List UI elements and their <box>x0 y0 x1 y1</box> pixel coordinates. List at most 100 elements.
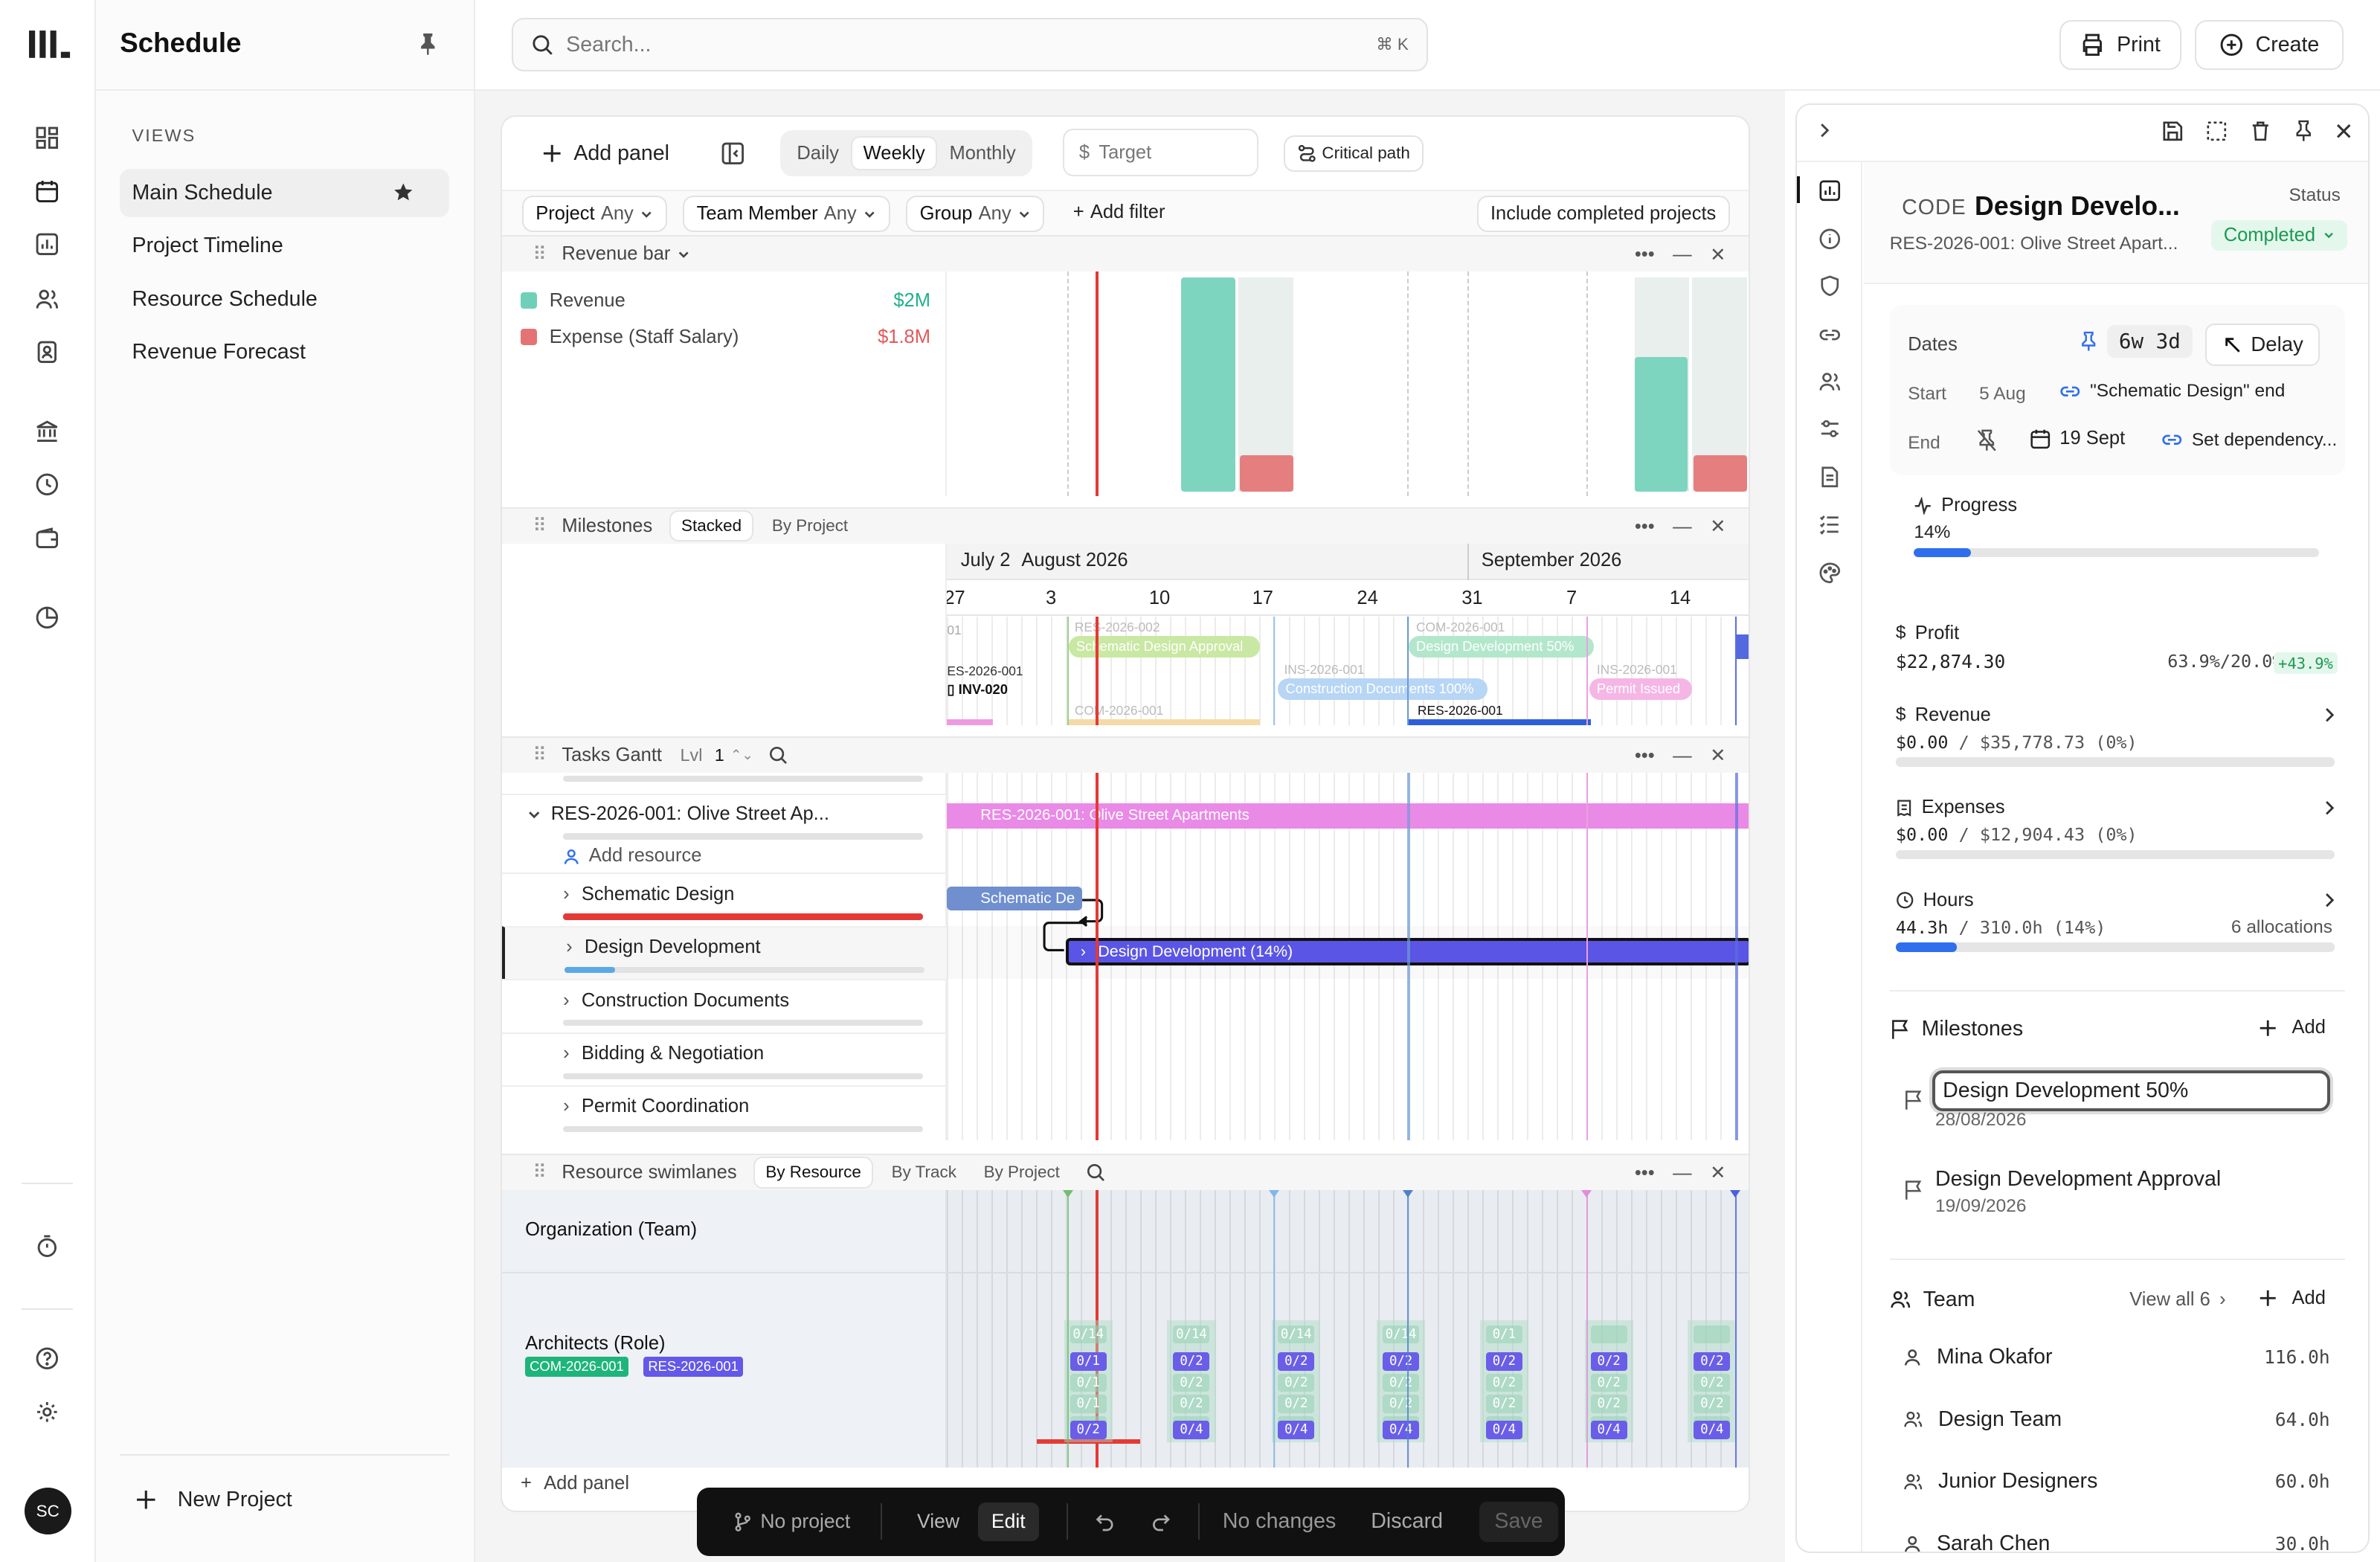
tab-monthly[interactable]: Monthly <box>949 142 1016 164</box>
allocation-cell[interactable] <box>1590 1325 1627 1344</box>
add-resource-button[interactable]: Add resource <box>502 843 947 870</box>
tab-by-resource[interactable]: By Resource <box>755 1158 872 1187</box>
view-item-main-schedule[interactable]: Main Schedule <box>120 168 450 217</box>
chevron-right-icon[interactable]: › <box>566 936 573 958</box>
allocation-cell[interactable]: 0/14 <box>1278 1325 1315 1344</box>
tab-chart-icon[interactable] <box>1818 179 1843 204</box>
edit-mode-button[interactable]: Edit <box>977 1502 1039 1541</box>
add-filter-button[interactable]: + Add filter <box>1061 194 1177 231</box>
allocation-cell[interactable]: 0/2 <box>1278 1352 1315 1371</box>
tab-sliders-icon[interactable] <box>1818 417 1843 442</box>
start-dependency[interactable]: "Schematic Design" end <box>2059 381 2285 402</box>
allocation-cell[interactable]: 0/1 <box>1070 1373 1107 1392</box>
delay-button[interactable]: Delay <box>2205 323 2320 366</box>
drag-handle-icon[interactable]: ⠿ <box>533 745 547 766</box>
star-icon[interactable] <box>393 182 414 202</box>
progress-bar[interactable] <box>1914 547 2320 557</box>
group-filter[interactable]: Group Any <box>906 196 1045 233</box>
project-bar[interactable]: RES-2026-001: Olive Street Apartments <box>947 803 1749 829</box>
team-member-row[interactable]: Junior Designers 60.0h <box>1903 1469 2330 1494</box>
milestone-pill[interactable]: Design Development 50% <box>1408 636 1594 658</box>
allocation-cell[interactable]: 0/14 <box>1173 1325 1210 1344</box>
minimize-icon[interactable]: — <box>1673 244 1692 266</box>
allocation-cell[interactable]: 0/2 <box>1694 1373 1731 1392</box>
team-member-row[interactable]: Mina Okafor 116.0h <box>1903 1345 2330 1369</box>
allocation-cell[interactable]: 0/2 <box>1173 1395 1210 1413</box>
allocation-cell[interactable]: 0/2 <box>1173 1352 1210 1371</box>
allocation-cell[interactable]: 0/2 <box>1278 1395 1315 1413</box>
more-icon[interactable]: ••• <box>1634 244 1655 266</box>
chevron-down-icon[interactable] <box>527 807 541 822</box>
revenue-bar[interactable] <box>1634 356 1688 492</box>
create-button[interactable]: Create <box>2194 19 2344 70</box>
redo-icon[interactable] <box>1150 1511 1171 1533</box>
tab-by-project[interactable]: By Project <box>771 516 849 536</box>
allocation-cell[interactable]: 0/1 <box>1070 1395 1107 1413</box>
close-icon[interactable]: ✕ <box>1710 1163 1726 1184</box>
calendar-icon[interactable] <box>32 176 62 207</box>
task-row[interactable]: › Permit Coordination <box>502 1085 948 1140</box>
add-team-button[interactable]: Add <box>2259 1288 2326 1309</box>
contacts-icon[interactable] <box>32 337 62 367</box>
discard-button[interactable]: Discard <box>1371 1509 1444 1534</box>
invoice-item[interactable]: ▯ INV-020 <box>947 681 1008 698</box>
search-icon[interactable] <box>768 745 788 765</box>
help-icon[interactable] <box>32 1343 62 1374</box>
bank-icon[interactable] <box>32 416 62 446</box>
task-row[interactable]: › Schematic Design <box>502 872 948 925</box>
milestone-pill[interactable]: Construction Documents 100% <box>1278 678 1488 700</box>
tab-shield-icon[interactable] <box>1818 274 1843 299</box>
pin-off-icon[interactable] <box>1976 429 1998 452</box>
tab-by-track[interactable]: By Track <box>891 1163 956 1182</box>
milestone-name-input[interactable]: Design Development 50% <box>1932 1070 2330 1111</box>
allocation-cell[interactable]: 0/4 <box>1278 1421 1315 1439</box>
chevron-right-icon[interactable]: › <box>563 1042 570 1064</box>
tab-weekly[interactable]: Weekly <box>852 138 936 169</box>
allocation-cell[interactable]: 0/2 <box>1590 1373 1627 1392</box>
allocation-cell[interactable]: 0/2 <box>1590 1395 1627 1413</box>
drag-handle-icon[interactable]: ⠿ <box>533 1162 547 1183</box>
allocation-cell[interactable]: 0/2 <box>1383 1352 1420 1371</box>
save-icon[interactable] <box>2161 120 2184 143</box>
allocation-cell[interactable] <box>1694 1325 1731 1344</box>
allocation-cell[interactable]: 0/2 <box>1485 1373 1522 1392</box>
print-button[interactable]: Print <box>2059 19 2181 70</box>
undo-icon[interactable] <box>1095 1511 1116 1533</box>
set-dependency-button[interactable]: Set dependency... <box>2161 429 2337 451</box>
minimize-icon[interactable]: — <box>1673 1162 1692 1183</box>
sidebar-toggle-icon[interactable] <box>721 141 745 166</box>
new-project-button[interactable]: New Project <box>135 1488 292 1512</box>
team-member-filter[interactable]: Team Member Any <box>683 196 890 233</box>
allocation-cell[interactable]: 0/2 <box>1590 1352 1627 1371</box>
view-item-resource-schedule[interactable]: Resource Schedule <box>120 274 449 323</box>
stepper-icon[interactable]: ⌃⌄ <box>730 747 753 763</box>
allocation-cell[interactable]: 0/4 <box>1694 1421 1731 1439</box>
revenue-row[interactable]: $ Revenue <box>1896 704 2336 726</box>
allocation-cell[interactable]: 0/2 <box>1383 1395 1420 1413</box>
allocation-cell[interactable]: 0/2 <box>1694 1395 1731 1413</box>
minimize-icon[interactable]: — <box>1673 515 1692 537</box>
search-icon[interactable] <box>1086 1163 1106 1183</box>
view-item-project-timeline[interactable]: Project Timeline <box>120 222 449 270</box>
minimize-icon[interactable]: — <box>1673 745 1692 766</box>
task-bar-schematic-design[interactable]: Schematic De <box>947 886 1083 911</box>
project-filter[interactable]: Project Any <box>521 196 667 233</box>
task-row[interactable]: › Construction Documents <box>502 979 948 1032</box>
chart-icon[interactable] <box>32 229 62 260</box>
clock-icon[interactable] <box>32 469 62 500</box>
allocation-cell[interactable]: 0/14 <box>1383 1325 1420 1344</box>
target-input[interactable]: $ Target <box>1062 129 1258 176</box>
users-icon[interactable] <box>32 284 62 315</box>
pin-icon[interactable] <box>2294 120 2314 143</box>
expenses-row[interactable]: Expenses <box>1896 797 2336 818</box>
chevron-down-icon[interactable] <box>677 248 690 261</box>
allocation-cell[interactable]: 0/2 <box>1070 1421 1107 1439</box>
allocation-cell[interactable]: 0/14 <box>1070 1325 1107 1344</box>
close-icon[interactable]: ✕ <box>1710 244 1726 266</box>
drag-handle-icon[interactable]: ⠿ <box>533 243 547 265</box>
tab-info-icon[interactable] <box>1818 228 1843 252</box>
allocation-cell[interactable]: 0/2 <box>1383 1373 1420 1392</box>
hours-row[interactable]: Hours <box>1896 890 2336 911</box>
collapse-panel-icon[interactable] <box>1815 121 1833 139</box>
save-button[interactable]: Save <box>1479 1502 1558 1542</box>
